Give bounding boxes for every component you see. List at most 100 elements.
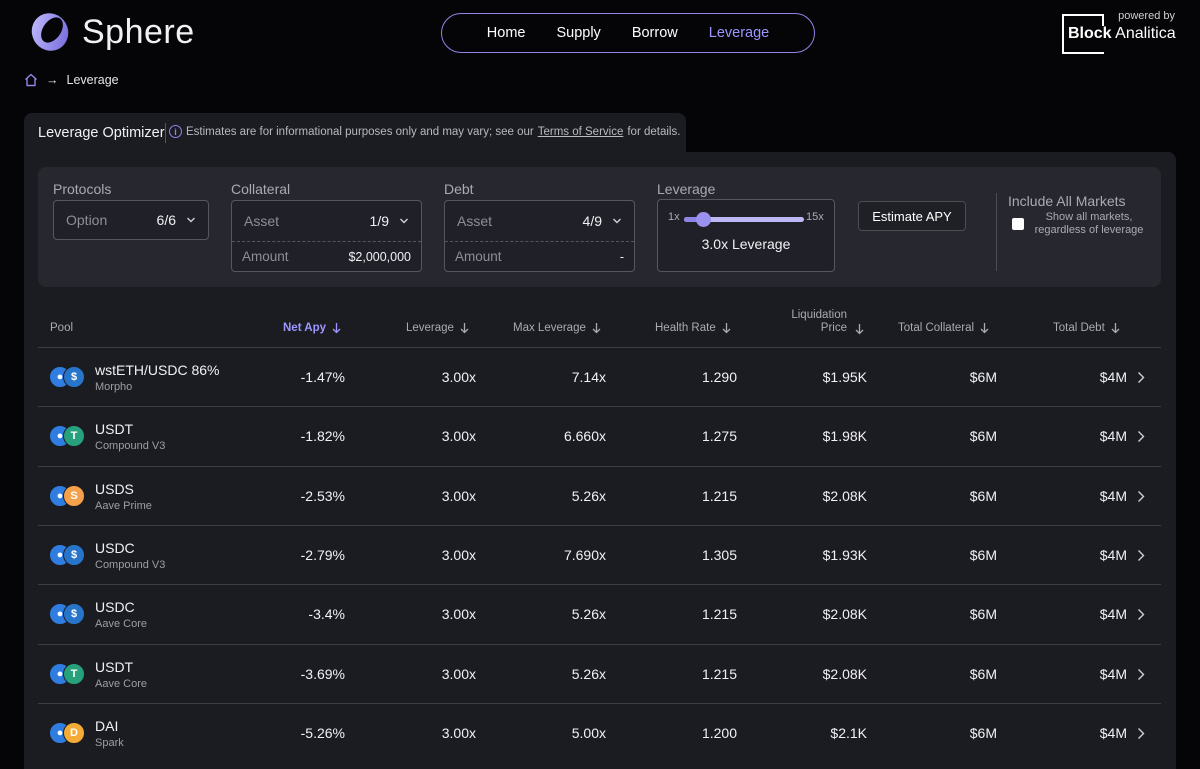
chevron-right-icon <box>1138 431 1145 443</box>
collateral-select: Asset 1/9 Amount $2,000,000 <box>231 200 422 272</box>
table-row[interactable]: ● D DAI Spark -5.26% 3.00x 5.00x 1.200 $2.1K $6M $… <box>38 702 1161 762</box>
col-health-rate[interactable]: Health Rate <box>655 322 731 334</box>
total-collateral-value: $6M <box>969 546 997 563</box>
col-net-apy[interactable]: Net Apy <box>283 322 341 334</box>
disclaimer: i Estimates are for informational purpos… <box>169 125 680 138</box>
breadcrumb-separator: → <box>46 73 59 87</box>
nav-leverage[interactable]: Leverage <box>708 25 770 41</box>
total-debt-value: $4M <box>1099 487 1127 504</box>
dai-icon: D <box>63 721 85 744</box>
chevron-down-icon <box>613 218 621 224</box>
collateral-amount-input[interactable]: Amount $2,000,000 <box>232 241 421 271</box>
health-rate-value: 1.200 <box>701 724 737 741</box>
col-max-leverage-label: Max Leverage <box>513 322 586 334</box>
collateral-amount-value: $2,000,000 <box>348 249 411 264</box>
usdc-icon: $ <box>63 603 85 626</box>
leverage-value: 3.00x <box>441 724 476 741</box>
liquidation-price-value: $1.98K <box>822 428 867 445</box>
total-debt-value: $4M <box>1099 546 1127 563</box>
leverage-slider-thumb[interactable] <box>696 212 712 227</box>
total-debt-value: $4M <box>1099 724 1127 741</box>
nav-supply[interactable]: Supply <box>556 25 601 41</box>
pool-protocol: Spark <box>95 736 124 749</box>
liquidation-price-value: $2.08K <box>822 606 867 623</box>
sort-arrow-icon <box>722 323 731 334</box>
col-leverage[interactable]: Leverage <box>406 322 469 334</box>
chevron-right-icon <box>1138 609 1145 621</box>
liquidation-price-value: $2.1K <box>830 724 867 741</box>
debt-amount-value: - <box>619 249 624 264</box>
col-max-leverage[interactable]: Max Leverage <box>513 322 601 334</box>
table-row[interactable]: ● $ wstETH/USDC 86% Morpho -1.47% 3.00x 7.14x 1… <box>38 347 1161 406</box>
debt-amount-placeholder: Amount <box>455 249 502 264</box>
table-row[interactable]: ● T USDT Compound V3 -1.82% 3.00x 6.660x 1.275 $… <box>38 406 1161 465</box>
sort-arrow-icon <box>460 323 469 334</box>
net-apy-value: -3.4% <box>308 606 345 623</box>
collateral-value: 1/9 <box>369 213 389 229</box>
protocols-select[interactable]: Option 6/6 <box>53 200 209 240</box>
health-rate-value: 1.215 <box>701 665 737 682</box>
leverage-max: 15x <box>806 211 824 223</box>
powered-by-badge[interactable]: powered by Block Analitica <box>1062 10 1176 54</box>
nav-home[interactable]: Home <box>486 25 526 41</box>
pool-protocol: Compound V3 <box>95 558 166 571</box>
optimizer-tab: Leverage Optimizer i Estimates are for i… <box>24 113 686 155</box>
leverage-value: 3.00x <box>441 487 476 504</box>
table-row[interactable]: ● S USDS Aave Prime -2.53% 3.00x 5.26x 1.215 $2.… <box>38 465 1161 525</box>
info-icon: i <box>169 125 182 138</box>
usdc-icon: $ <box>63 366 85 388</box>
leverage-label: Leverage <box>657 181 716 197</box>
chevron-down-icon <box>187 217 195 223</box>
logo-text: Sphere <box>82 12 195 51</box>
table-row[interactable]: ● T USDT Aave Core -3.69% 3.00x 5.26x 1.215 $2.0… <box>38 643 1161 703</box>
controls-bar: Protocols Option 6/6 Collateral Asset 1/… <box>38 167 1161 287</box>
collateral-label: Collateral <box>231 181 291 197</box>
leverage-slider[interactable] <box>684 212 804 227</box>
pool-token-icons: ● $ <box>49 366 87 389</box>
pool-name: USDC <box>95 599 135 616</box>
col-total-debt[interactable]: Total Debt <box>1053 322 1120 334</box>
terms-link[interactable]: Terms of Service <box>537 125 624 138</box>
total-collateral-value: $6M <box>969 724 997 741</box>
pool-protocol: Compound V3 <box>95 440 166 453</box>
health-rate-value: 1.215 <box>701 606 737 623</box>
pool-protocol: Morpho <box>95 381 133 393</box>
health-rate-value: 1.305 <box>701 546 737 563</box>
sphere-logo[interactable]: Sphere <box>28 10 195 54</box>
pool-token-icons: ● $ <box>49 603 87 626</box>
collateral-asset-dropdown[interactable]: Asset 1/9 <box>232 201 421 241</box>
home-icon[interactable] <box>24 73 38 87</box>
pool-name: USDT <box>95 658 134 675</box>
net-apy-value: -2.79% <box>300 546 345 563</box>
include-all-checkbox[interactable] <box>1012 218 1024 230</box>
max-leverage-value: 7.14x <box>571 369 606 385</box>
debt-asset-dropdown[interactable]: Asset 4/9 <box>445 201 634 241</box>
debt-label: Debt <box>444 181 474 197</box>
debt-placeholder: Asset <box>457 213 493 229</box>
total-debt-value: $4M <box>1099 606 1127 623</box>
main-nav: Home Supply Borrow Leverage <box>441 13 815 53</box>
include-all-description: Show all markets, regardless of leverage <box>1034 211 1144 236</box>
pool-name: USDS <box>95 480 134 497</box>
col-total-collateral-label: Total Collateral <box>898 322 975 334</box>
sphere-logo-icon <box>31 13 69 51</box>
include-all-title: Include All Markets <box>1008 193 1126 209</box>
max-leverage-value: 5.00x <box>571 724 606 741</box>
debt-amount-input[interactable]: Amount - <box>445 241 634 271</box>
table-row[interactable]: ● $ USDC Aave Core -3.4% 3.00x 5.26x 1.215 $2.08… <box>38 584 1161 643</box>
block-analitica-logo: Block Analitica <box>1068 25 1176 43</box>
controls-divider <box>996 193 997 271</box>
max-leverage-value: 5.26x <box>571 606 606 623</box>
sort-arrow-icon <box>1111 323 1120 334</box>
table-row[interactable]: ● $ USDC Compound V3 -2.79% 3.00x 7.690x 1.305 $… <box>38 524 1161 584</box>
net-apy-value: -5.26% <box>300 724 345 741</box>
max-leverage-value: 5.26x <box>571 487 606 504</box>
liquidation-price-value: $1.93K <box>822 546 867 563</box>
col-liquidation-price[interactable]: Liquidation Price <box>787 309 847 335</box>
pool-token-icons: ● T <box>49 425 87 448</box>
sort-arrow-icon[interactable] <box>855 323 864 335</box>
leverage-value: 3.0x Leverage <box>701 236 791 252</box>
estimate-apy-button[interactable]: Estimate APY <box>858 201 966 231</box>
nav-borrow[interactable]: Borrow <box>631 25 678 41</box>
col-total-collateral[interactable]: Total Collateral <box>898 322 989 334</box>
